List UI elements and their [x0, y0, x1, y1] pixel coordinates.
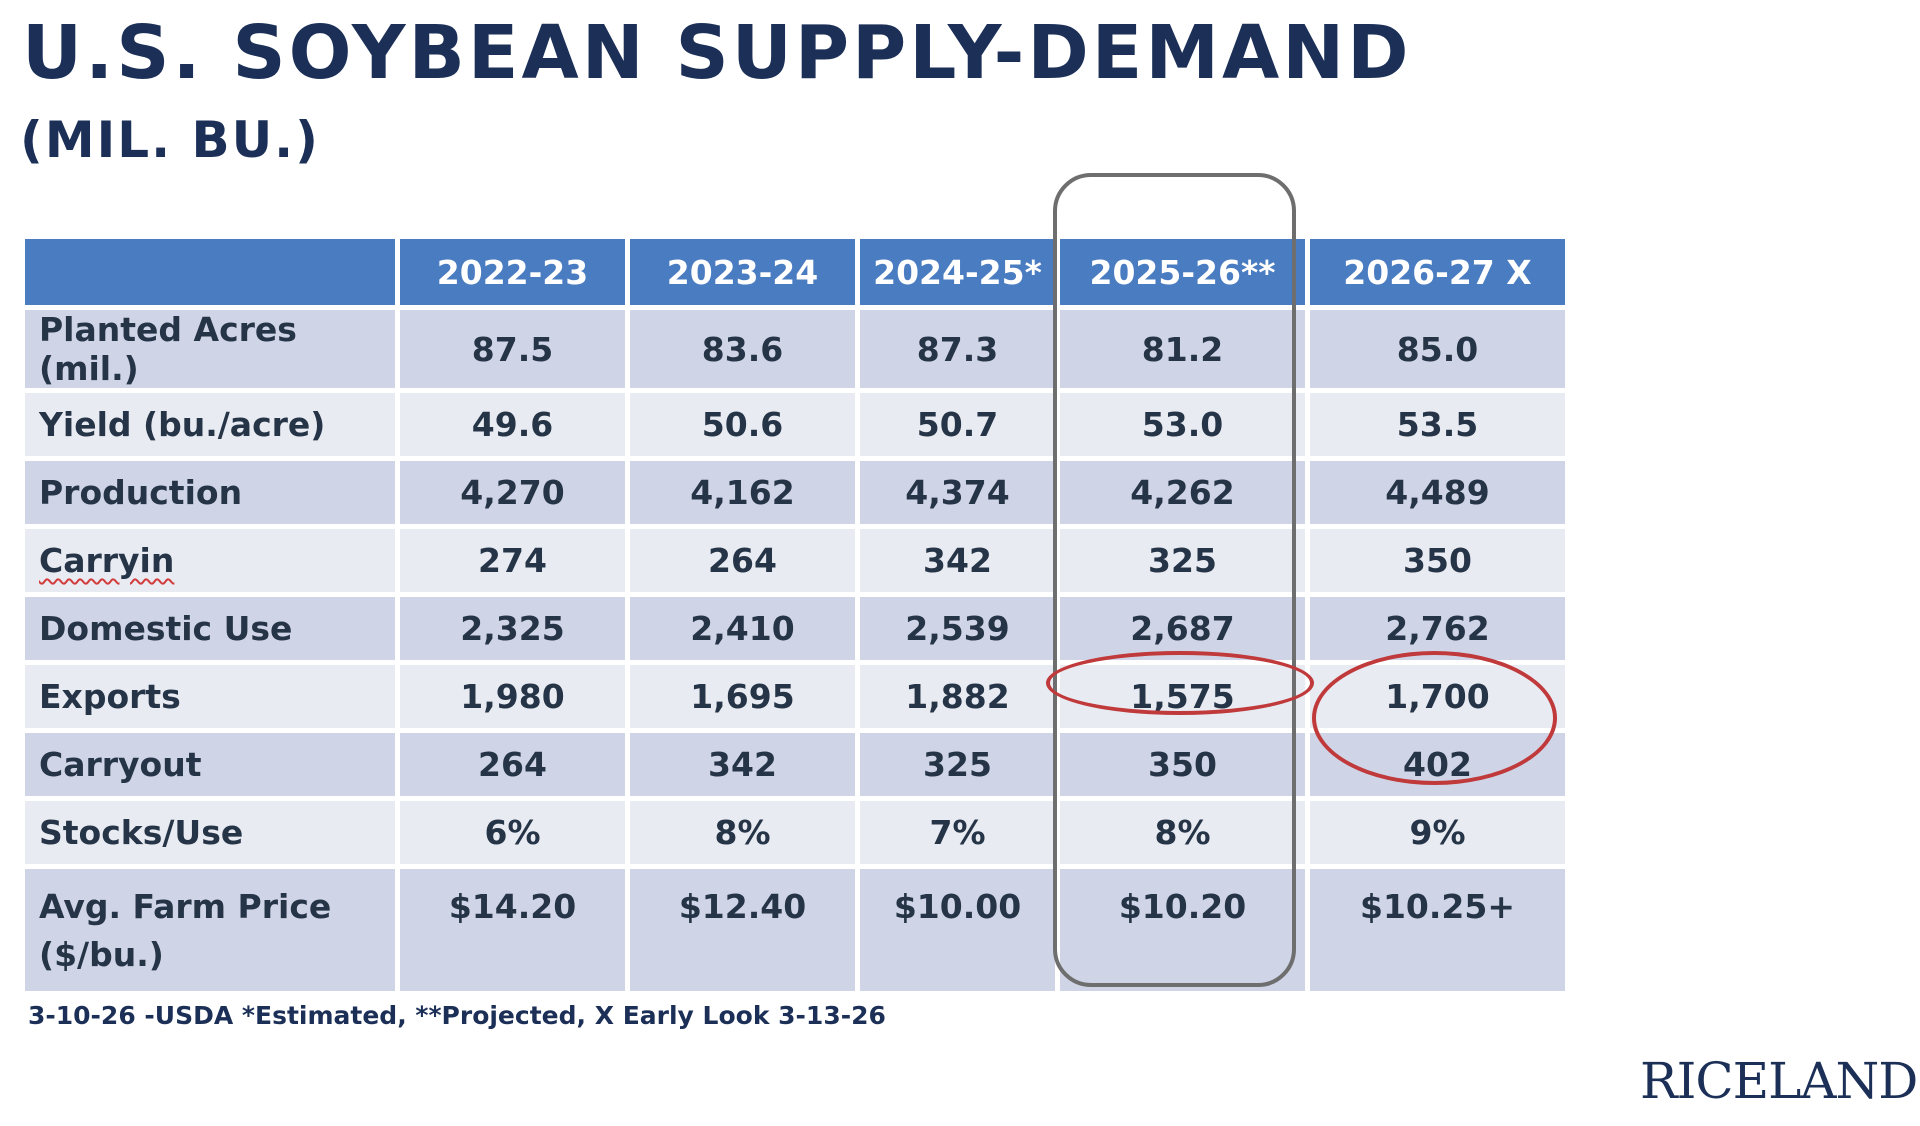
column-header: 2024-25* — [860, 239, 1055, 305]
table-cell: 1,980 — [400, 665, 625, 728]
row-label: Production — [25, 461, 395, 524]
table-cell: 1,882 — [860, 665, 1055, 728]
table-cell: $10.20 — [1060, 869, 1305, 991]
table-cell: 2,687 — [1060, 597, 1305, 660]
row-label-text: Carryin — [39, 541, 175, 580]
column-header: 2026-27 X — [1310, 239, 1565, 305]
table-cell: 1,700 — [1310, 665, 1565, 728]
table-cell: 50.6 — [630, 393, 855, 456]
table-cell: 264 — [400, 733, 625, 796]
table-cell: $14.20 — [400, 869, 625, 991]
row-label: Avg. Farm Price ($/bu.) — [25, 869, 395, 991]
table-cell: 342 — [860, 529, 1055, 592]
row-label: Domestic Use — [25, 597, 395, 660]
riceland-logo: RICELAND® — [1640, 1052, 1920, 1110]
table-cell: 87.3 — [860, 310, 1055, 388]
table-cell: $10.25+ — [1310, 869, 1565, 991]
table-cell: 2,539 — [860, 597, 1055, 660]
table-cell: 50.7 — [860, 393, 1055, 456]
table-cell: 8% — [630, 801, 855, 864]
table-cell: 85.0 — [1310, 310, 1565, 388]
table-cell: 325 — [1060, 529, 1305, 592]
column-header: 2025-26** — [1060, 239, 1305, 305]
table-cell: 4,374 — [860, 461, 1055, 524]
table-cell: 2,410 — [630, 597, 855, 660]
table-cell: 2,325 — [400, 597, 625, 660]
table-cell: 49.6 — [400, 393, 625, 456]
table-row-carryout: Carryout 264 342 325 350 402 — [25, 733, 1565, 796]
page-title: U.S. SOYBEAN SUPPLY-DEMAND — [22, 10, 1412, 96]
row-label: Carryout — [25, 733, 395, 796]
table-row-domestic-use: Domestic Use 2,325 2,410 2,539 2,687 2,7… — [25, 597, 1565, 660]
column-header: 2023-24 — [630, 239, 855, 305]
table-cell: 264 — [630, 529, 855, 592]
logo-wordmark: RICELAND — [1640, 1052, 1918, 1110]
row-label: Planted Acres (mil.) — [25, 310, 395, 388]
table-cell: 4,262 — [1060, 461, 1305, 524]
table-cell: 350 — [1310, 529, 1565, 592]
row-label: Carryin — [25, 529, 395, 592]
table-cell: 4,489 — [1310, 461, 1565, 524]
table-cell: $12.40 — [630, 869, 855, 991]
table-cell: 87.5 — [400, 310, 625, 388]
table-cell: $10.00 — [860, 869, 1055, 991]
table-cell: 325 — [860, 733, 1055, 796]
table-row-production: Production 4,270 4,162 4,374 4,262 4,489 — [25, 461, 1565, 524]
table-cell: 53.0 — [1060, 393, 1305, 456]
table-cell: 2,762 — [1310, 597, 1565, 660]
table-cell: 4,270 — [400, 461, 625, 524]
page-subtitle: (MIL. BU.) — [20, 111, 321, 169]
table-cell: 342 — [630, 733, 855, 796]
header-corner — [25, 239, 395, 305]
supply-demand-table: 2022-23 2023-24 2024-25* 2025-26** 2026-… — [20, 234, 1570, 996]
table-cell: 1,695 — [630, 665, 855, 728]
table-cell: 350 — [1060, 733, 1305, 796]
table-cell: 6% — [400, 801, 625, 864]
table-cell: 402 — [1310, 733, 1565, 796]
table-cell: 4,162 — [630, 461, 855, 524]
table-cell: 81.2 — [1060, 310, 1305, 388]
table-row-planted-acres: Planted Acres (mil.) 87.5 83.6 87.3 81.2… — [25, 310, 1565, 388]
table-cell: 274 — [400, 529, 625, 592]
table-row-yield: Yield (bu./acre) 49.6 50.6 50.7 53.0 53.… — [25, 393, 1565, 456]
table-cell: 8% — [1060, 801, 1305, 864]
column-header: 2022-23 — [400, 239, 625, 305]
source-footnote: 3-10-26 -USDA *Estimated, **Projected, X… — [28, 1001, 886, 1030]
table-row-stocks-use: Stocks/Use 6% 8% 7% 8% 9% — [25, 801, 1565, 864]
table-row-carryin: Carryin 274 264 342 325 350 — [25, 529, 1565, 592]
table-row-avg-farm-price: Avg. Farm Price ($/bu.) $14.20 $12.40 $1… — [25, 869, 1565, 991]
table-cell: 83.6 — [630, 310, 855, 388]
table-cell: 7% — [860, 801, 1055, 864]
table-cell: 53.5 — [1310, 393, 1565, 456]
table-cell: 9% — [1310, 801, 1565, 864]
table-header-row: 2022-23 2023-24 2024-25* 2025-26** 2026-… — [25, 239, 1565, 305]
table-row-exports: Exports 1,980 1,695 1,882 1,575 1,700 — [25, 665, 1565, 728]
row-label: Yield (bu./acre) — [25, 393, 395, 456]
row-label: Stocks/Use — [25, 801, 395, 864]
table-cell: 1,575 — [1060, 665, 1305, 728]
row-label: Exports — [25, 665, 395, 728]
